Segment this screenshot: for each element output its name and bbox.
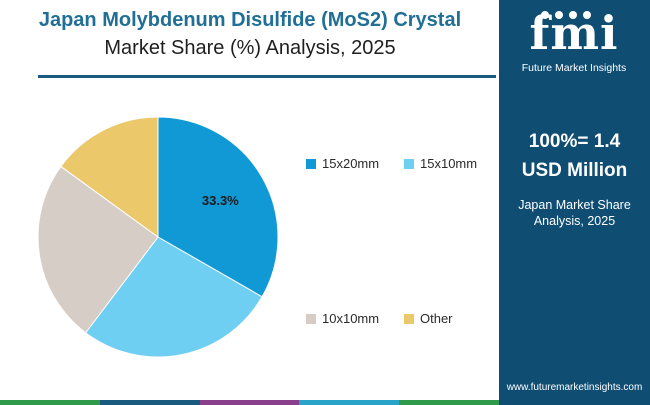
legend-label-10x10mm: 10x10mm bbox=[322, 311, 380, 326]
summary-sidebar: fmi Future Market Insights 100%= 1.4 USD… bbox=[499, 0, 650, 405]
legend-label-other: Other bbox=[420, 311, 453, 326]
legend-swatch-other bbox=[404, 313, 414, 324]
logo-dots-icon bbox=[541, 6, 621, 19]
pie-slice-15x20mm bbox=[157, 116, 279, 298]
legend-swatch-15x20mm bbox=[306, 158, 316, 169]
bottom-bar-segment bbox=[99, 400, 200, 405]
pie-slice-15x10mm bbox=[84, 236, 263, 358]
title-divider bbox=[38, 75, 496, 78]
bottom-bar-segment bbox=[0, 400, 100, 405]
logo-tagline: Future Market Insights bbox=[521, 62, 627, 74]
legend-item-other: Other bbox=[404, 311, 453, 326]
legend-item-15x20mm: 15x20mm bbox=[306, 156, 379, 171]
pie-slice-10x10mm bbox=[37, 165, 159, 334]
chart-title-line2: Market Share (%) Analysis, 2025 bbox=[104, 37, 396, 59]
market-caption: Japan Market Share Analysis, 2025 bbox=[499, 197, 650, 229]
logo-wordmark: fmi bbox=[529, 6, 619, 60]
legend-item-10x10mm: 10x10mm bbox=[306, 311, 379, 326]
pie-slice-other bbox=[60, 116, 159, 238]
pie-chart: 33.3% bbox=[37, 116, 279, 358]
market-caption-line2: Analysis, 2025 bbox=[533, 214, 616, 228]
market-caption-line1: Japan Market Share bbox=[518, 198, 631, 212]
bottom-bar-segment bbox=[199, 400, 300, 405]
bottom-bar-segment bbox=[399, 400, 499, 405]
bottom-bar-segment bbox=[299, 400, 400, 405]
chart-title-line1: Japan Molybdenum Disulfide (MoS2) Crysta… bbox=[38, 9, 462, 31]
market-total-value: 100%= 1.4 bbox=[528, 131, 621, 152]
legend-swatch-10x10mm bbox=[306, 313, 316, 324]
legend-swatch-15x10mm bbox=[404, 158, 414, 169]
website-link[interactable]: www.futuremarketinsights.com bbox=[506, 382, 643, 393]
legend-label-15x10mm: 15x10mm bbox=[420, 156, 478, 171]
legend-item-15x10mm: 15x10mm bbox=[404, 156, 477, 171]
legend-label-15x20mm: 15x20mm bbox=[322, 156, 380, 171]
chart-title: Japan Molybdenum Disulfide (MoS2) Crysta… bbox=[0, 6, 500, 62]
fmi-logo: fmi Future Market Insights bbox=[511, 8, 637, 78]
market-total-unit: USD Million bbox=[521, 160, 628, 181]
market-total: 100%= 1.4 USD Million bbox=[499, 127, 650, 185]
pie-label-15x20mm: 33.3% bbox=[202, 193, 239, 208]
bottom-color-bar bbox=[0, 400, 499, 405]
